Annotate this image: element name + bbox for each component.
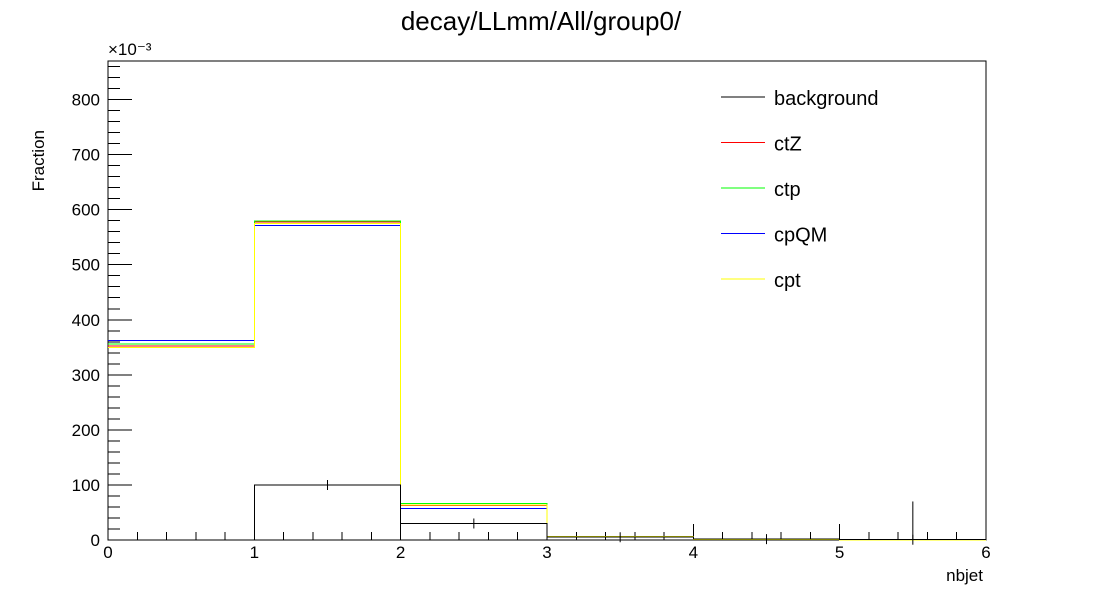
legend-label-ctZ: ctZ [774,134,802,156]
x-tick-label: 5 [835,543,844,562]
chart-title: decay/LLmm/All/group0/ [401,6,682,36]
x-tick-label: 4 [689,543,698,562]
y-tick-label: 400 [72,311,100,330]
y-tick-label: 700 [72,146,100,165]
y-tick-label: 600 [72,201,100,220]
plot-frame [107,60,987,541]
series-line-background [108,484,986,541]
plot-area: 0 1 2 3 4 5 6 0 100 200 300 400 500 600 700 800 [72,60,991,562]
x-tick-label: 3 [542,543,551,562]
y-tick-label: 300 [72,366,100,385]
legend-label-cpQM: cpQM [774,225,827,247]
y-exponent-label: ×10⁻³ [108,40,152,59]
series-line-cpQM [108,225,986,541]
y-axis-label: Fraction [29,130,48,191]
legend-label-ctp: ctp [774,179,801,201]
y-tick-label: 0 [91,531,100,550]
legend-label-cpt: cpt [774,270,801,292]
y-tick-label: 200 [72,421,100,440]
x-tick-label: 0 [103,543,112,562]
y-tick-label: 800 [72,91,100,110]
series-line-ctp [108,220,986,541]
x-tick-label: 1 [250,543,259,562]
legend-label-background: background [774,88,879,110]
y-tick-label: 500 [72,256,100,275]
y-tick-label: 100 [72,476,100,495]
x-tick-label: 6 [981,543,990,562]
series-line-ctZ [108,221,986,541]
x-axis-label: nbjet [946,566,983,585]
legend: background ctZ ctp cpQM cpt [721,88,879,292]
series-line-cpt [108,222,986,541]
x-tick-label: 2 [396,543,405,562]
